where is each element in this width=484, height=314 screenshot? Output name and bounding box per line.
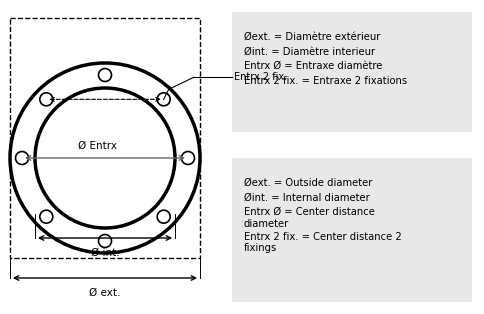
Text: Øint. = Diamètre interieur: Øint. = Diamètre interieur (244, 46, 375, 57)
Text: Entrx Ø = Center distance
diameter: Entrx Ø = Center distance diameter (244, 207, 375, 229)
Bar (232, 158, 472, 302)
Text: Øext. = Outside diameter: Øext. = Outside diameter (244, 178, 372, 188)
Bar (10, 18, 200, 258)
Bar (232, 12, 472, 132)
Text: Øint. = Internal diameter: Øint. = Internal diameter (244, 192, 370, 203)
Text: Entrx 2 fix.: Entrx 2 fix. (234, 72, 287, 82)
Text: Ø ext.: Ø ext. (90, 288, 121, 298)
Text: Entrx 2 fix. = Center distance 2
fixings: Entrx 2 fix. = Center distance 2 fixings (244, 231, 402, 253)
Text: Entrx Ø = Entraxe diamètre: Entrx Ø = Entraxe diamètre (244, 61, 382, 71)
Text: Entrx 2 fix. = Entraxe 2 fixations: Entrx 2 fix. = Entraxe 2 fixations (244, 75, 407, 85)
Text: Ø Entrx: Ø Entrx (77, 141, 117, 151)
Text: Øext. = Diamètre extérieur: Øext. = Diamètre extérieur (244, 32, 380, 42)
Text: Ø int.: Ø int. (91, 248, 120, 258)
